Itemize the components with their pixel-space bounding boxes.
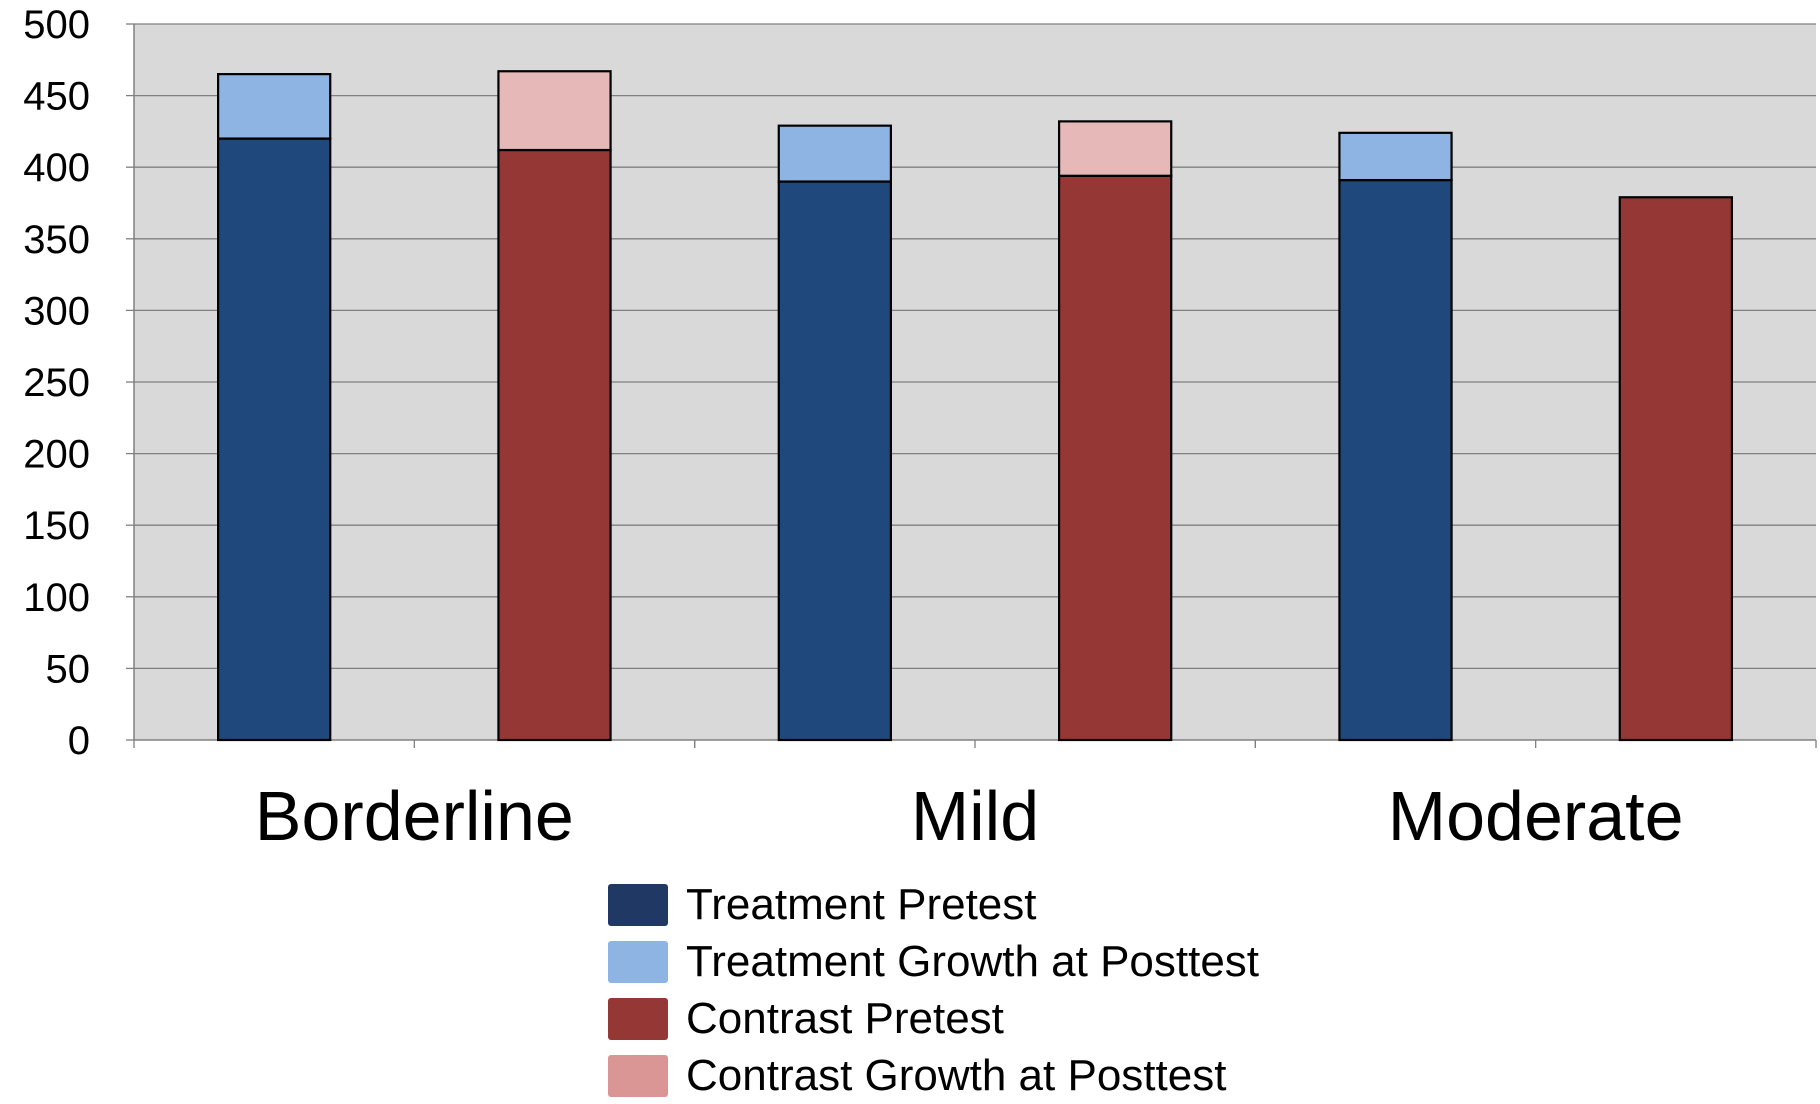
- y-tick-label: 400: [23, 146, 90, 190]
- y-tick-label: 450: [23, 75, 90, 119]
- legend-label-treatment-pretest: Treatment Pretest: [686, 879, 1037, 929]
- x-category-label: Borderline: [255, 777, 574, 855]
- legend-swatch-contrast-pretest: [608, 997, 668, 1040]
- x-category-label: Mild: [911, 777, 1039, 855]
- bar-treatment-treatment-growth-at-posttest-borderline: [217, 73, 332, 140]
- y-tick-label: 0: [68, 719, 90, 763]
- bar-contrast-contrast-growth-at-posttest-borderline: [497, 70, 612, 152]
- legend-label-treatment-growth: Treatment Growth at Posttest: [686, 936, 1260, 986]
- bar-contrast-contrast-pretest-borderline: [497, 148, 612, 742]
- bar-treatment-treatment-pretest-mild: [777, 180, 892, 742]
- y-tick-label: 350: [23, 218, 90, 262]
- y-tick-label: 500: [23, 3, 90, 47]
- y-tick-label: 100: [23, 576, 90, 620]
- legend-item-treatment-pretest: Treatment Pretest: [608, 876, 1259, 933]
- bar-treatment-treatment-growth-at-posttest-mild: [777, 124, 892, 183]
- legend-swatch-treatment-growth: [608, 940, 668, 983]
- x-category-label: Moderate: [1388, 777, 1684, 855]
- y-tick-label: 200: [23, 433, 90, 477]
- legend-swatch-treatment-pretest: [608, 883, 668, 926]
- bar-contrast-contrast-pretest-moderate: [1618, 196, 1734, 742]
- legend-swatch-contrast-growth: [608, 1054, 668, 1097]
- legend-item-contrast-growth: Contrast Growth at Posttest: [608, 1047, 1259, 1104]
- bar-treatment-treatment-pretest-moderate: [1338, 178, 1453, 742]
- bar-contrast-contrast-growth-at-posttest-mild: [1057, 120, 1173, 177]
- legend: Treatment Pretest Treatment Growth at Po…: [608, 876, 1259, 1104]
- y-tick-label: 50: [46, 647, 91, 691]
- bar-treatment-treatment-pretest-borderline: [217, 137, 332, 742]
- legend-label-contrast-growth: Contrast Growth at Posttest: [686, 1050, 1227, 1100]
- y-tick-label: 150: [23, 504, 90, 548]
- legend-label-contrast-pretest: Contrast Pretest: [686, 993, 1004, 1043]
- bar-treatment-treatment-growth-at-posttest-moderate: [1338, 131, 1453, 182]
- legend-item-treatment-growth: Treatment Growth at Posttest: [608, 933, 1259, 990]
- y-tick-label: 300: [23, 289, 90, 333]
- bar-contrast-contrast-pretest-mild: [1057, 174, 1173, 742]
- y-tick-label: 250: [23, 361, 90, 405]
- legend-item-contrast-pretest: Contrast Pretest: [608, 990, 1259, 1047]
